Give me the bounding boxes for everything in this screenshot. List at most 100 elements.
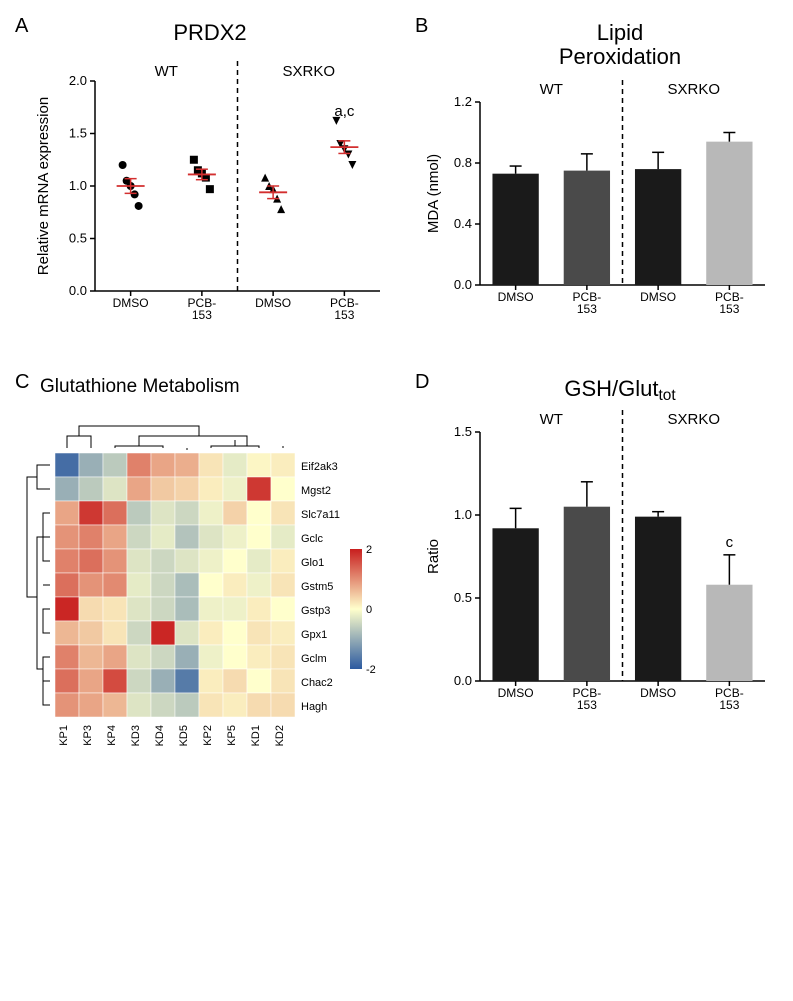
heatmap-cell	[103, 501, 127, 525]
heatmap-cell	[79, 669, 103, 693]
heatmap-cell	[223, 549, 247, 573]
heatmap-cell	[151, 621, 175, 645]
heatmap-cell	[175, 453, 199, 477]
svg-text:0.5: 0.5	[69, 231, 87, 246]
heatmap-cell	[175, 621, 199, 645]
svg-text:WT: WT	[540, 81, 563, 98]
scale-tick: 2	[366, 544, 372, 556]
heatmap-cell	[79, 525, 103, 549]
heatmap-cell	[55, 621, 79, 645]
svg-text:DMSO: DMSO	[255, 296, 291, 310]
heatmap-cell	[127, 573, 151, 597]
svg-text:1.5: 1.5	[454, 424, 472, 439]
heatmap-cell	[199, 477, 223, 501]
heatmap-cell	[151, 573, 175, 597]
heatmap-cell	[223, 669, 247, 693]
chart-title: Peroxidation	[559, 44, 681, 69]
heatmap-cell	[247, 501, 271, 525]
heatmap-cell	[175, 669, 199, 693]
heatmap-cell	[175, 477, 199, 501]
heatmap-cell	[175, 645, 199, 669]
heatmap-cell	[247, 453, 271, 477]
svg-text:0.0: 0.0	[454, 277, 472, 292]
heatmap-cell	[271, 501, 295, 525]
col-label: KP1	[58, 725, 70, 746]
color-scale-bar	[350, 549, 362, 669]
heatmap-cell	[223, 645, 247, 669]
heatmap-cell	[175, 693, 199, 717]
col-label: KP2	[202, 725, 214, 746]
heatmap-cell	[199, 597, 223, 621]
row-label: Hagh	[301, 701, 327, 713]
heatmap-cell	[271, 453, 295, 477]
heatmap-cell	[55, 453, 79, 477]
heatmap-cell	[103, 693, 127, 717]
heatmap-cell	[127, 669, 151, 693]
heatmap-cell	[151, 645, 175, 669]
heatmap-cell	[271, 597, 295, 621]
heatmap-cell	[175, 573, 199, 597]
panel-b: B LipidPeroxidationWTSXRKO0.00.40.81.2MD…	[420, 20, 780, 346]
heatmap-cell	[151, 669, 175, 693]
svg-text:153: 153	[577, 698, 597, 712]
heatmap-cell	[55, 525, 79, 549]
svg-text:153: 153	[192, 308, 212, 322]
heatmap-cell	[223, 621, 247, 645]
svg-text:DMSO: DMSO	[498, 686, 534, 700]
bar	[706, 585, 752, 681]
heatmap-cell	[175, 501, 199, 525]
panel-c-heatmap: Eif2ak3Mgst2Slc7a11GclcGlo1Gstm5Gstp3Gpx…	[20, 408, 400, 808]
svg-text:153: 153	[577, 302, 597, 316]
heatmap-cell	[247, 645, 271, 669]
row-label: Mgst2	[301, 485, 331, 497]
svg-text:DMSO: DMSO	[640, 686, 676, 700]
scale-tick: 0	[366, 604, 372, 616]
heatmap-cell	[79, 453, 103, 477]
heatmap-cell	[247, 549, 271, 573]
group-label-sxrko: SXRKO	[282, 63, 335, 80]
heatmap-cell	[79, 645, 103, 669]
heatmap-cell	[55, 477, 79, 501]
col-label: KD3	[130, 725, 142, 746]
heatmap-cell	[223, 573, 247, 597]
panel-a-letter: A	[15, 15, 28, 38]
heatmap-cell	[271, 549, 295, 573]
y-axis-label: Relative mRNA expression	[35, 97, 52, 275]
heatmap-cell	[103, 621, 127, 645]
svg-text:153: 153	[334, 308, 354, 322]
heatmap-cell	[223, 477, 247, 501]
heatmap-cell	[55, 573, 79, 597]
svg-text:WT: WT	[540, 411, 563, 428]
row-label: Gclm	[301, 653, 327, 665]
heatmap-cell	[79, 477, 103, 501]
heatmap-cell	[103, 573, 127, 597]
heatmap-cell	[175, 549, 199, 573]
heatmap-cell	[103, 669, 127, 693]
svg-text:0.0: 0.0	[454, 673, 472, 688]
heatmap-cell	[103, 597, 127, 621]
heatmap-cell	[79, 573, 103, 597]
heatmap-cell	[247, 477, 271, 501]
heatmap-cell	[55, 669, 79, 693]
row-label: Chac2	[301, 677, 333, 689]
svg-text:1.0: 1.0	[454, 507, 472, 522]
col-label: KD5	[178, 725, 190, 746]
heatmap-cell	[199, 645, 223, 669]
row-label: Slc7a11	[301, 509, 340, 521]
heatmap-cell	[79, 501, 103, 525]
heatmap-cell	[79, 549, 103, 573]
heatmap-cell	[127, 693, 151, 717]
heatmap-cell	[79, 597, 103, 621]
svg-text:SXRKO: SXRKO	[667, 411, 720, 428]
svg-text:0.5: 0.5	[454, 590, 472, 605]
heatmap-cell	[55, 549, 79, 573]
svg-text:1.5: 1.5	[69, 126, 87, 141]
col-label: KP4	[106, 725, 118, 746]
heatmap-cell	[271, 693, 295, 717]
heatmap-cell	[199, 525, 223, 549]
svg-text:DMSO: DMSO	[113, 296, 149, 310]
bar	[564, 507, 610, 681]
heatmap-cell	[79, 621, 103, 645]
col-label: KP5	[226, 725, 238, 746]
heatmap-cell	[127, 621, 151, 645]
